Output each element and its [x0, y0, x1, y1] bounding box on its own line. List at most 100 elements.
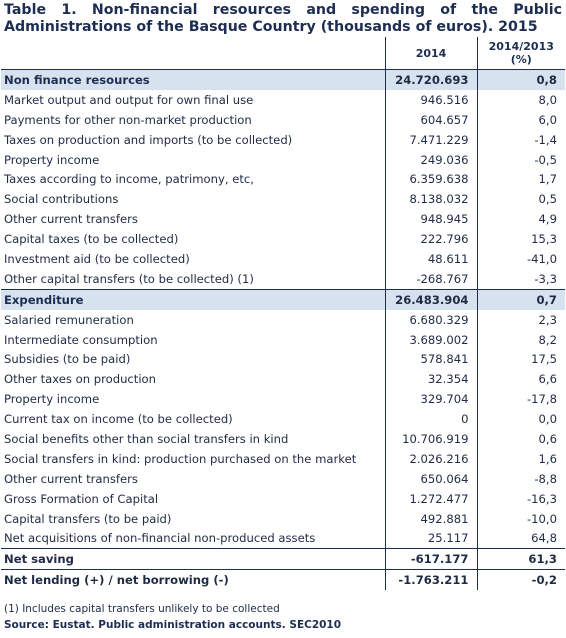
table-row: Salaried remuneration 6.680.329 2,3 — [1, 309, 565, 330]
row-change-pct: -0,2 — [476, 569, 565, 591]
row-change-pct: 64,8 — [476, 528, 565, 550]
row-change-pct: 1,6 — [476, 448, 565, 469]
row-value-2014: 3.689.002 — [384, 329, 477, 350]
row-change-pct: 61,3 — [476, 548, 565, 571]
row-change-pct: 15,3 — [476, 229, 565, 250]
table-row: Capital taxes (to be collected) 222.796 15… — [1, 229, 565, 250]
row-label: Net saving — [1, 548, 385, 571]
source-note: Source: Eustat. Public administration ac… — [4, 619, 342, 631]
row-change-pct: -10,0 — [476, 508, 565, 529]
row-change-pct: 0,0 — [476, 409, 565, 430]
row-label: Non finance resources — [1, 69, 385, 90]
row-change-pct: 4,9 — [476, 209, 565, 230]
row-change-pct: -8,8 — [476, 468, 565, 489]
row-value-2014: 25.117 — [384, 528, 477, 550]
row-label: Capital taxes (to be collected) — [4, 232, 179, 247]
row-change-pct: 0,7 — [476, 289, 565, 310]
row-change-pct: -17,8 — [476, 389, 565, 410]
row-label: Net lending (+) / net borrowing (-) — [4, 573, 229, 588]
table-row: Non finance resources 24.720.693 0,8 — [1, 69, 565, 90]
row-value-2014: 0 — [384, 409, 477, 430]
row-value-2014: 948.945 — [384, 209, 477, 230]
row-value-2014: 492.881 — [384, 508, 477, 529]
row-label: Expenditure — [1, 289, 385, 310]
row-value-2014: 24.720.693 — [384, 69, 477, 90]
footnote: (1) Includes capital transfers unlikely … — [4, 603, 280, 615]
table-row: Other current transfers 948.945 4,9 — [1, 209, 565, 230]
table-row: Gross Formation of Capital 1.272.477 -16,3 — [1, 488, 565, 509]
table-header-row: 2014 2014/2013 (%) — [1, 37, 565, 70]
table-row: Social benefits other than social transf… — [1, 429, 565, 449]
row-value-2014: 7.471.229 — [384, 129, 477, 150]
row-label: Investment aid (to be collected) — [4, 251, 190, 266]
row-value-2014: 6.680.329 — [384, 309, 477, 330]
table-row: Taxes according to income, patrimony, et… — [1, 169, 565, 190]
table-row: Other taxes on production 32.354 6,6 — [1, 369, 565, 390]
row-value-2014: 946.516 — [384, 89, 477, 110]
row-label: Other current transfers — [4, 212, 138, 227]
header-change-line1: 2014/2013 — [488, 40, 554, 53]
row-change-pct: -41,0 — [476, 249, 565, 269]
header-year: 2014 — [384, 37, 477, 70]
row-label: Property income — [4, 152, 100, 167]
row-label: Taxes according to income, patrimony, et… — [4, 172, 254, 187]
row-value-2014: 1.272.477 — [384, 488, 477, 509]
row-value-2014: 604.657 — [384, 109, 477, 130]
header-change: 2014/2013 (%) — [476, 37, 565, 70]
row-label: Other taxes on production — [4, 372, 156, 387]
row-value-2014: 48.611 — [384, 249, 477, 269]
row-value-2014: 650.064 — [384, 468, 477, 489]
row-label: Social benefits other than social transf… — [4, 431, 289, 446]
table-row: Net saving -617.177 61,3 — [1, 548, 565, 571]
row-change-pct: 17,5 — [476, 349, 565, 370]
row-label: Payments for other non-market production — [4, 112, 252, 127]
table-row: Current tax on income (to be collected) 0… — [1, 409, 565, 430]
table-row: Capital transfers (to be paid) 492.881 -10… — [1, 508, 565, 529]
row-change-pct: -0,5 — [476, 149, 565, 170]
data-table: 2014 2014/2013 (%) Non finance resources… — [1, 37, 565, 591]
row-change-pct: 8,0 — [476, 89, 565, 110]
row-change-pct: 1,7 — [476, 169, 565, 190]
row-label: Gross Formation of Capital — [4, 491, 159, 506]
row-change-pct: 2,3 — [476, 309, 565, 330]
row-value-2014: -1.763.211 — [384, 569, 477, 591]
row-value-2014: 26.483.904 — [384, 289, 477, 310]
table-row: Payments for other non-market production… — [1, 109, 565, 130]
row-value-2014: 32.354 — [384, 369, 477, 390]
row-value-2014: 329.704 — [384, 389, 477, 410]
row-change-pct: 0,5 — [476, 189, 565, 210]
table-row: Other capital transfers (to be collected… — [1, 268, 565, 290]
row-change-pct: 6,0 — [476, 109, 565, 130]
row-value-2014: 222.796 — [384, 229, 477, 250]
table-row: Market output and output for own final u… — [1, 89, 565, 110]
row-value-2014: 249.036 — [384, 149, 477, 170]
table-row: Property income 329.704 -17,8 — [1, 389, 565, 410]
table-row: Social contributions 8.138.032 0,5 — [1, 189, 565, 210]
row-label: Current tax on income (to be collected) — [4, 412, 233, 427]
table-row: Net lending (+) / net borrowing (-) -1.76… — [1, 569, 565, 591]
table-row: Investment aid (to be collected) 48.611 -4… — [1, 249, 565, 269]
table-row: Property income 249.036 -0,5 — [1, 149, 565, 170]
row-label: Salaried remuneration — [4, 312, 134, 327]
row-change-pct: -1,4 — [476, 129, 565, 150]
table-row: Other current transfers 650.064 -8,8 — [1, 468, 565, 489]
row-change-pct: 0,8 — [476, 69, 565, 90]
row-label: Other current transfers — [4, 471, 138, 486]
row-value-2014: 6.359.638 — [384, 169, 477, 190]
row-value-2014: -268.767 — [384, 268, 477, 290]
row-value-2014: -617.177 — [384, 548, 477, 571]
row-label: Taxes on production and imports (to be c… — [4, 132, 293, 147]
row-label: Social contributions — [4, 192, 119, 207]
table-title: Table 1. Non-financial resources and spe… — [4, 2, 562, 35]
row-change-pct: 8,2 — [476, 329, 565, 350]
row-label: Other capital transfers (to be collected… — [1, 268, 385, 290]
row-change-pct: 0,6 — [476, 429, 565, 449]
table-row: Subsidies (to be paid) 578.841 17,5 — [1, 349, 565, 370]
table-row: Social transfers in kind: production pur… — [1, 448, 565, 469]
row-value-2014: 10.706.919 — [384, 429, 477, 449]
row-change-pct: -3,3 — [476, 268, 565, 290]
table-row: Intermediate consumption 3.689.002 8,2 — [1, 329, 565, 350]
row-value-2014: 8.138.032 — [384, 189, 477, 210]
header-change-line2: (%) — [510, 53, 532, 66]
table-body: Non finance resources 24.720.693 0,8 Market… — [1, 69, 565, 591]
